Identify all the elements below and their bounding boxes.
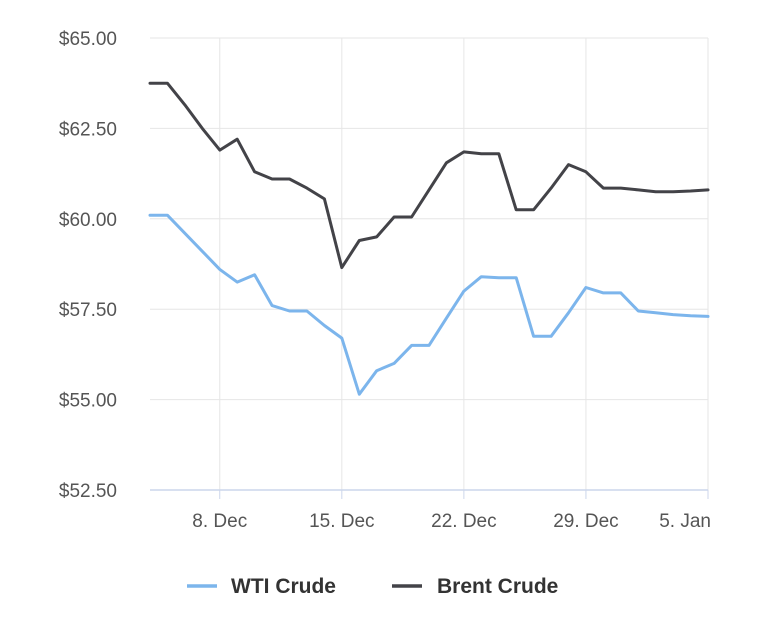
legend-item-wti-crude[interactable]: WTI Crude — [187, 575, 336, 598]
legend-label: Brent Crude — [437, 575, 558, 598]
legend[interactable]: WTI Crude Brent Crude — [187, 575, 558, 598]
y-tick-label: $57.50 — [59, 300, 117, 321]
y-tick-label: $60.00 — [59, 210, 117, 231]
series-line-brent-crude[interactable] — [148, 81, 710, 270]
series-line-wti-crude[interactable] — [148, 213, 710, 396]
x-tick-label: 8. Dec — [192, 511, 247, 532]
legend-label: WTI Crude — [231, 575, 336, 598]
y-tick-label: $52.50 — [59, 481, 117, 502]
grid — [150, 37, 709, 490]
x-axis: 8. Dec 15. Dec 22. Dec 29. Dec 5. Jan — [150, 489, 711, 532]
legend-item-brent-crude[interactable]: Brent Crude — [392, 575, 558, 598]
y-tick-label: $55.00 — [59, 391, 117, 412]
x-tick-label: 29. Dec — [553, 511, 618, 532]
x-tick-label: 5. Jan — [659, 511, 711, 532]
x-tick-label: 22. Dec — [431, 511, 496, 532]
x-tick-label: 15. Dec — [309, 511, 374, 532]
series-group — [148, 81, 710, 396]
y-axis: $52.50 $55.00 $57.50 $60.00 $62.50 $65.00 — [59, 29, 117, 502]
y-tick-label: $65.00 — [59, 29, 117, 50]
y-tick-label: $62.50 — [59, 119, 117, 140]
